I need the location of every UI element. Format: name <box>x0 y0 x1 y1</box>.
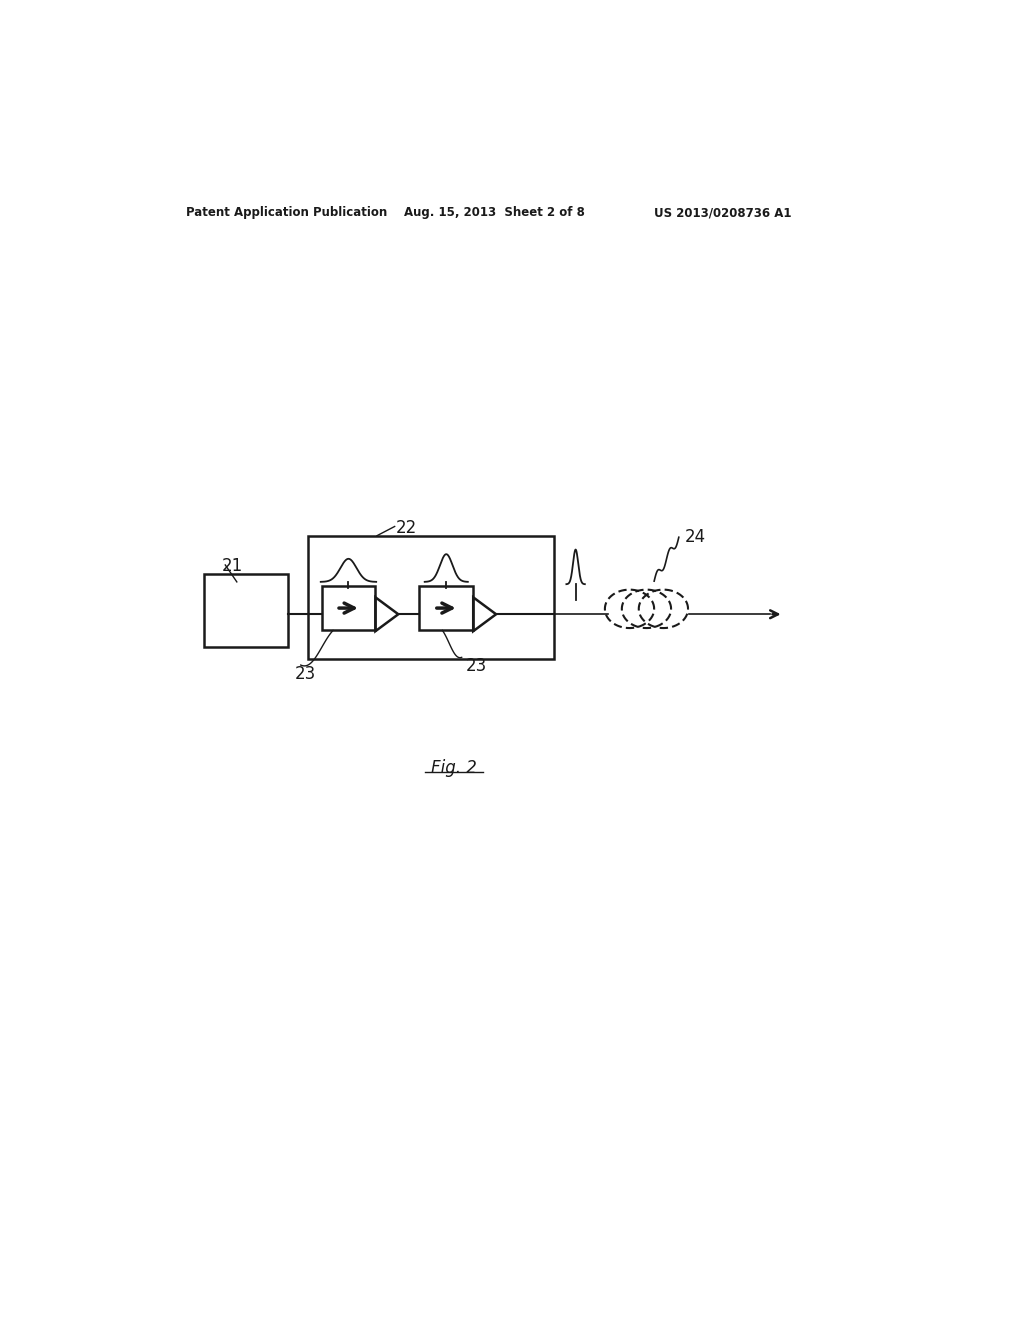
Text: 24: 24 <box>685 528 707 546</box>
Text: 22: 22 <box>396 519 418 537</box>
Text: Patent Application Publication: Patent Application Publication <box>186 206 387 219</box>
Bar <box>307 536 554 659</box>
Text: 23: 23 <box>295 665 315 682</box>
Text: 21: 21 <box>221 557 243 576</box>
Text: 23: 23 <box>466 657 486 676</box>
Text: Aug. 15, 2013  Sheet 2 of 8: Aug. 15, 2013 Sheet 2 of 8 <box>403 206 585 219</box>
Bar <box>204 574 289 647</box>
Bar <box>322 586 376 631</box>
Text: Fig. 2: Fig. 2 <box>431 759 477 777</box>
Bar <box>419 586 473 631</box>
Text: US 2013/0208736 A1: US 2013/0208736 A1 <box>654 206 792 219</box>
